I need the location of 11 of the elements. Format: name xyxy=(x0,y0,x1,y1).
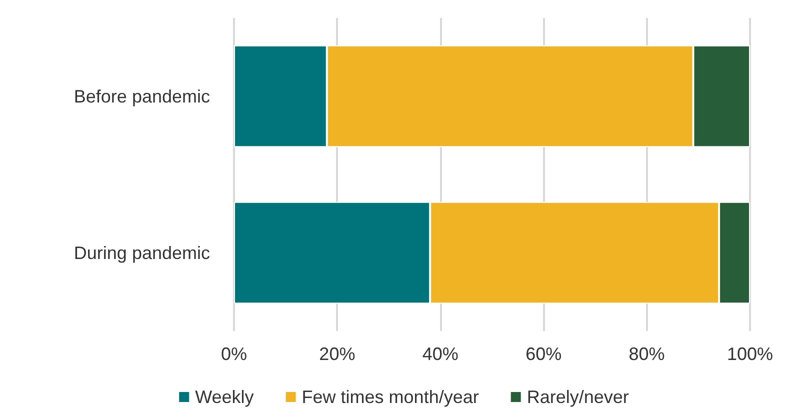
legend-label: Rarely/never xyxy=(526,387,629,407)
x-tick-label: 100% xyxy=(726,344,774,364)
x-tick-label: 60% xyxy=(526,344,562,364)
x-tick-label: 0% xyxy=(220,344,248,364)
x-tick-label: 40% xyxy=(422,344,458,364)
x-tick-label: 80% xyxy=(628,344,665,364)
y-tick-label: During pandemic xyxy=(74,242,210,263)
legend-label: Weekly xyxy=(195,387,254,407)
y-tick-label: Before pandemic xyxy=(74,86,210,106)
legend-label: Few times month/year xyxy=(302,387,479,407)
x-tick-label: 20% xyxy=(319,344,356,364)
